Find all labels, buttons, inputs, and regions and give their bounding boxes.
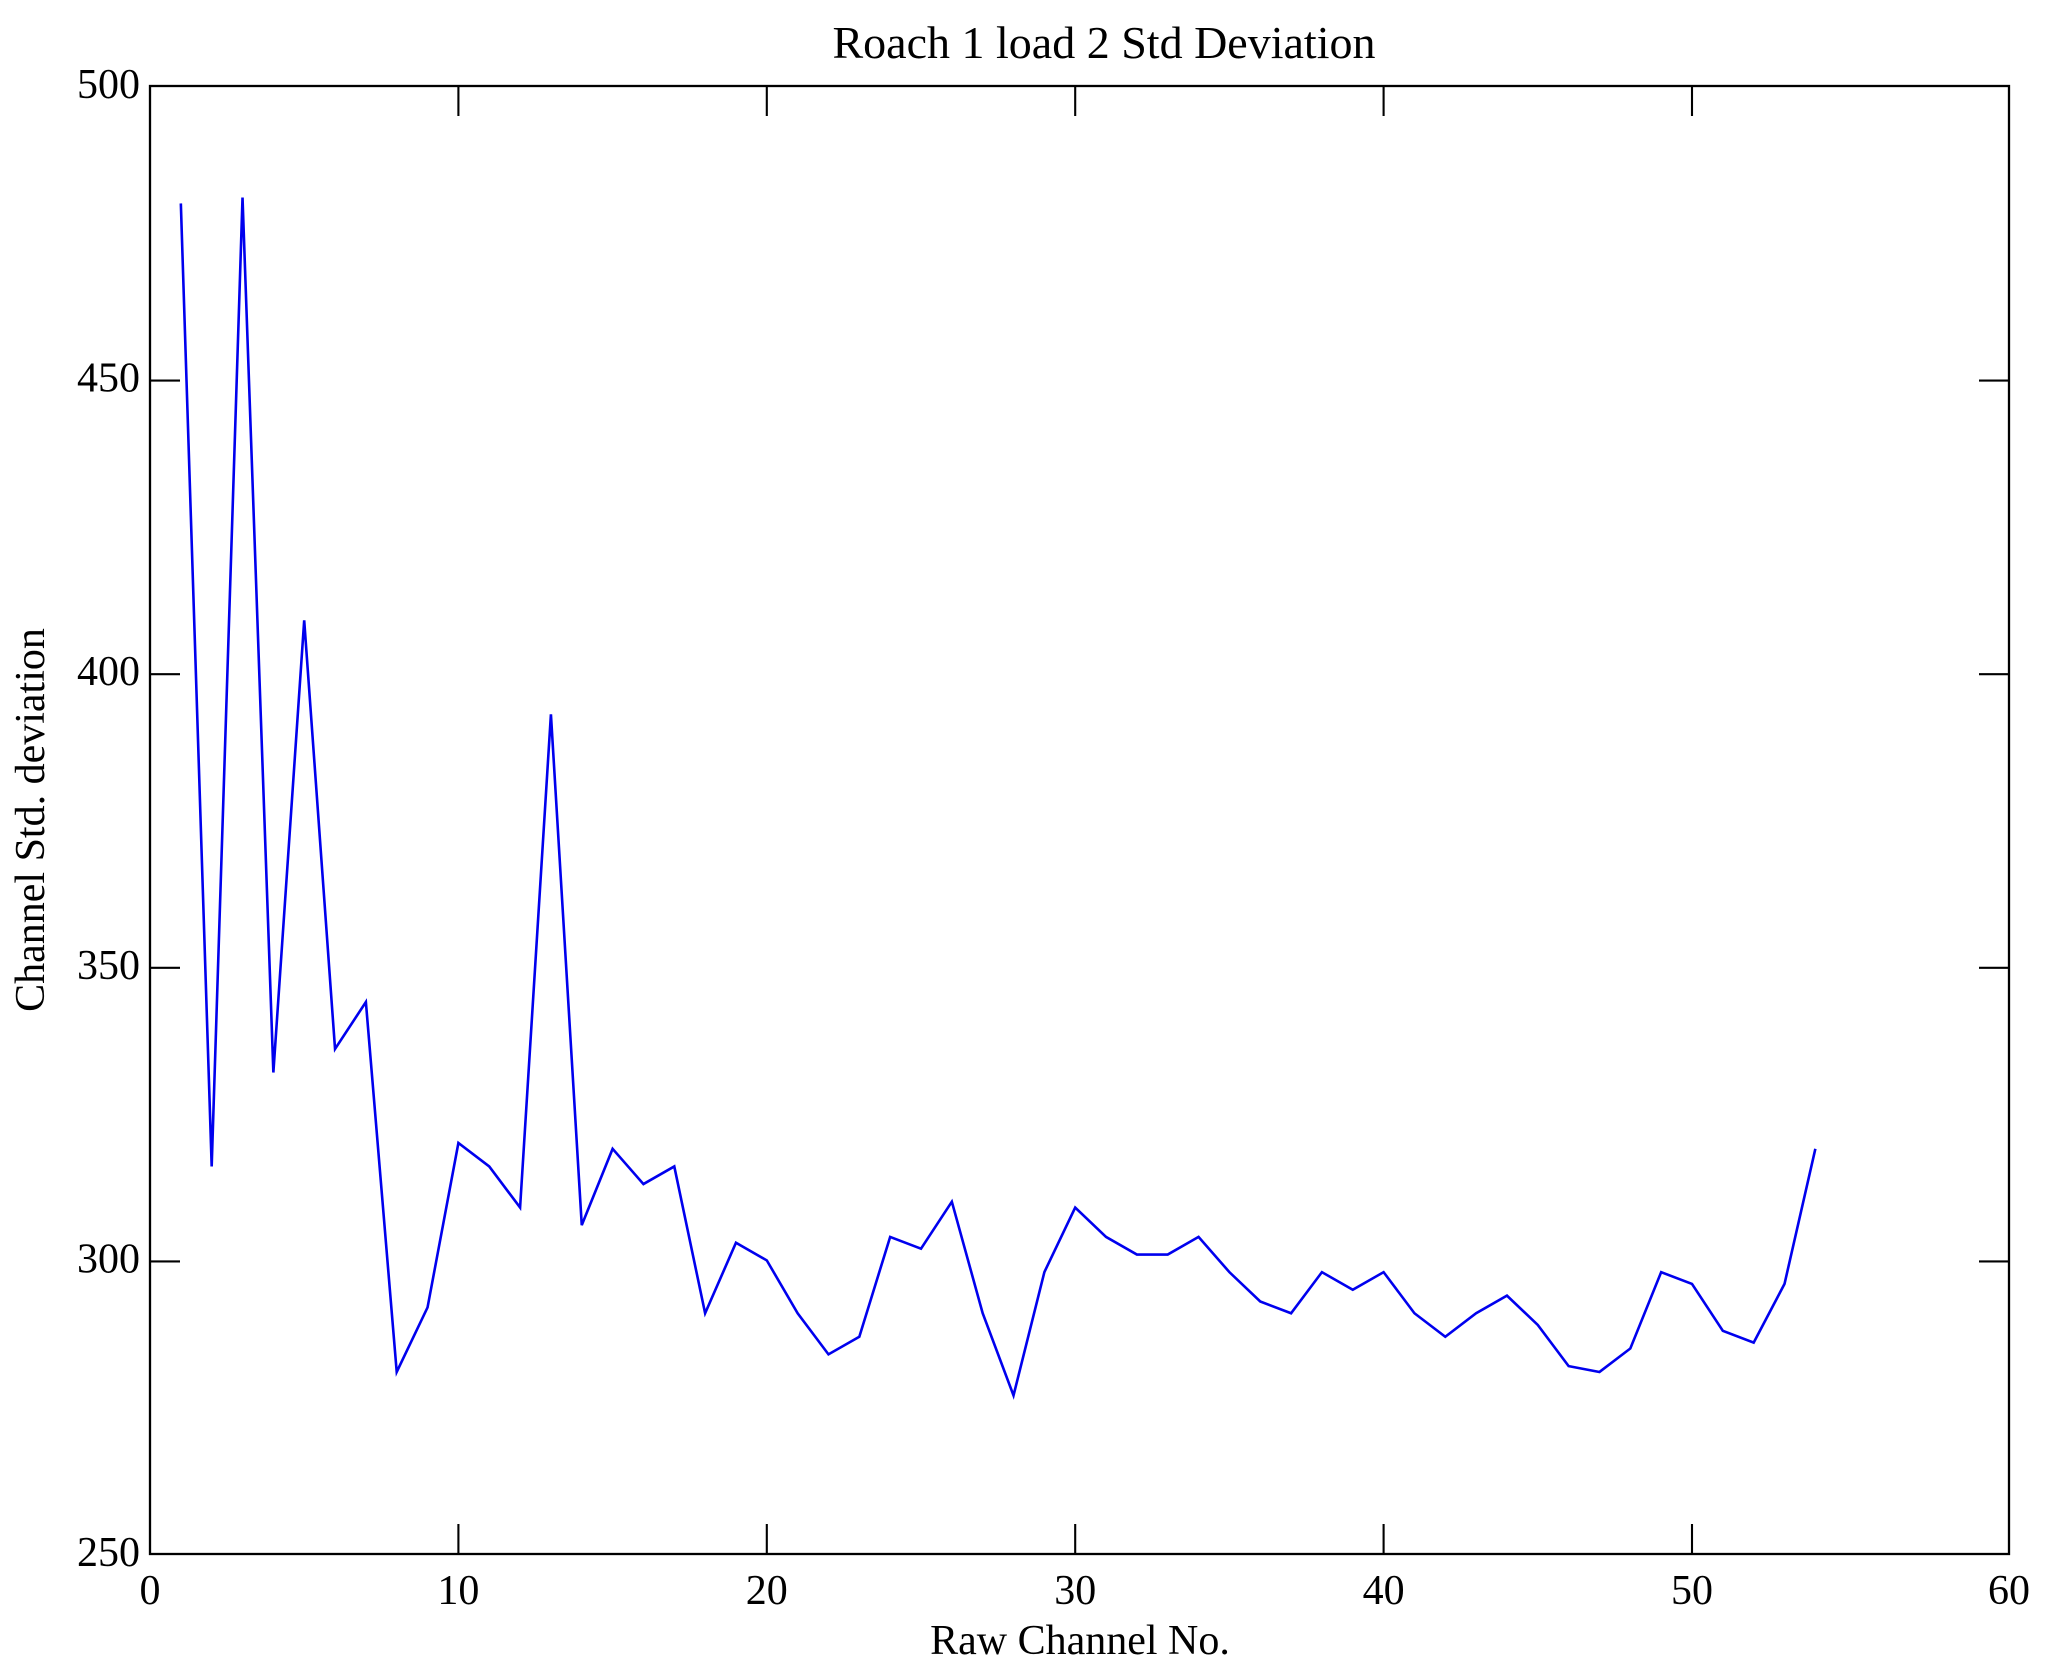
svg-text:Channel Std. deviation: Channel Std. deviation	[8, 628, 54, 1012]
svg-text:50: 50	[1671, 1568, 1713, 1614]
svg-text:450: 450	[77, 356, 140, 402]
svg-text:500: 500	[77, 62, 140, 108]
svg-text:350: 350	[77, 943, 140, 989]
svg-text:300: 300	[77, 1236, 140, 1282]
svg-text:0: 0	[140, 1568, 161, 1614]
svg-text:Raw Channel No.: Raw Channel No.	[930, 1618, 1230, 1664]
svg-text:30: 30	[1054, 1568, 1096, 1614]
svg-text:400: 400	[77, 649, 140, 695]
svg-text:250: 250	[77, 1530, 140, 1576]
svg-text:20: 20	[746, 1568, 788, 1614]
svg-text:40: 40	[1363, 1568, 1405, 1614]
svg-text:60: 60	[1988, 1568, 2030, 1614]
svg-text:10: 10	[437, 1568, 479, 1614]
svg-text:Roach 1 load 2 Std Deviation: Roach 1 load 2 Std Deviation	[833, 17, 1376, 68]
